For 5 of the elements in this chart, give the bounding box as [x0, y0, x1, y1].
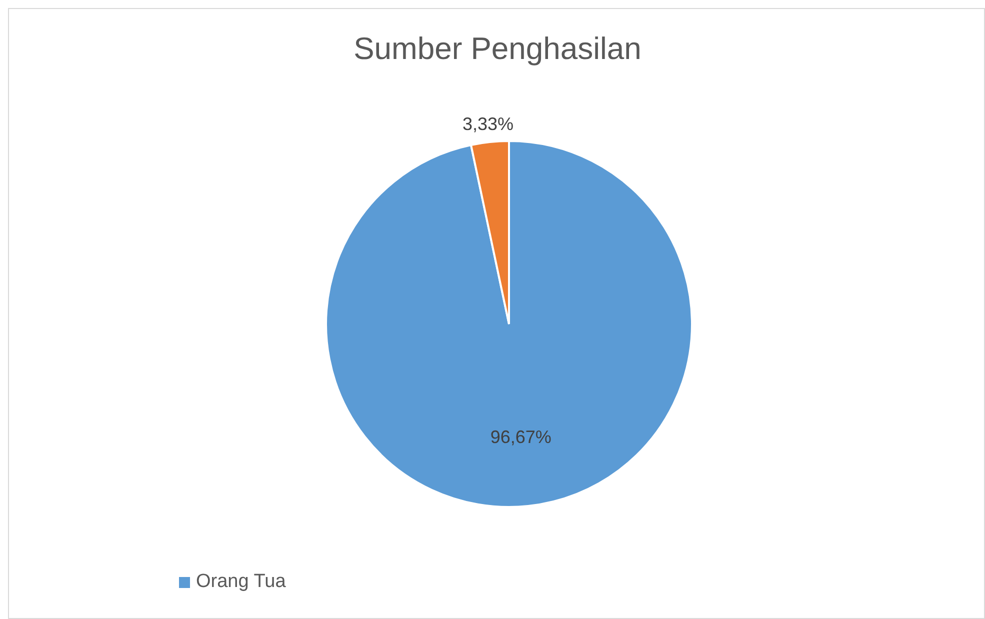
data-label: 3,33% — [462, 114, 514, 134]
legend-label: Orang Tua — [196, 571, 286, 593]
data-label: 96,67% — [490, 426, 552, 447]
pie-slice — [325, 140, 693, 508]
chart-title: Sumber Penghasilan — [352, 31, 642, 67]
